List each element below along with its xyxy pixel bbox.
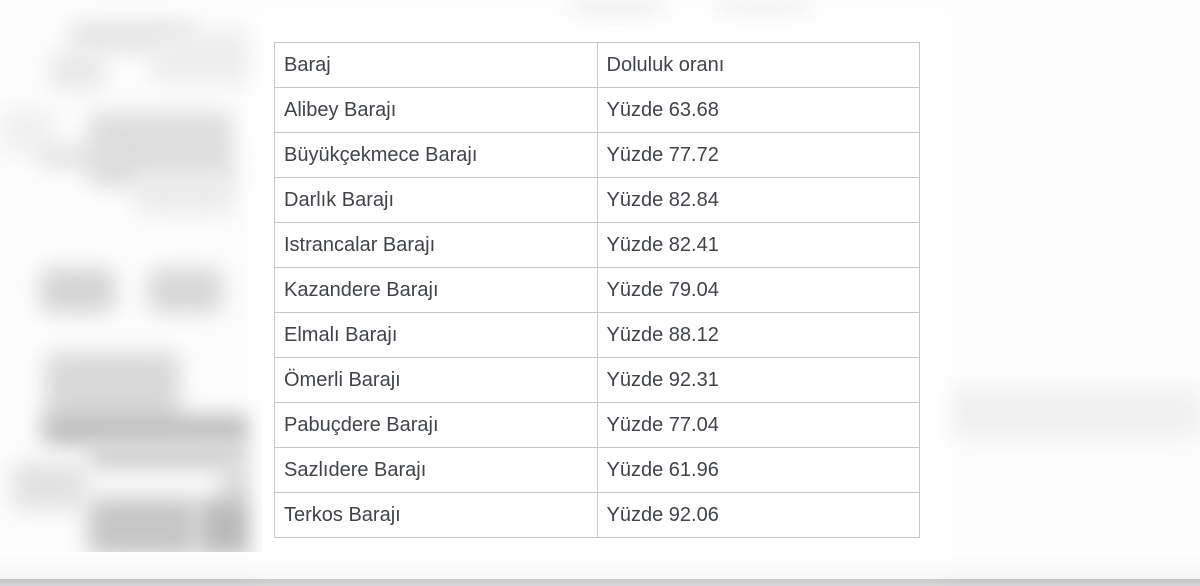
fill-rate-cell: Yüzde 77.72	[596, 132, 920, 178]
dam-name-cell: Darlık Barajı	[274, 177, 598, 223]
dam-fill-table: Baraj Doluluk oranı Alibey Barajı Yüzde …	[274, 42, 920, 538]
blurred-content-blob	[572, 4, 662, 30]
footer-strip-dark	[0, 579, 1200, 586]
column-header-doluluk: Doluluk oranı	[596, 42, 920, 88]
blurred-content-blob	[718, 4, 810, 28]
blurred-content-blob	[38, 148, 118, 166]
fill-rate-cell: Yüzde 88.12	[596, 312, 920, 358]
blurred-content-blob	[938, 388, 1200, 438]
blurred-content-blob	[12, 462, 87, 510]
fill-rate-cell: Yüzde 92.31	[596, 357, 920, 403]
header-row: Baraj Doluluk oranı	[274, 42, 920, 88]
blurred-content-blob	[50, 52, 105, 90]
blurred-content-blob	[0, 108, 55, 153]
blurred-content-blob	[40, 268, 115, 313]
fill-rate-cell: Yüzde 92.06	[596, 492, 920, 538]
fill-rate-cell: Yüzde 61.96	[596, 447, 920, 493]
table-row: Kazandere Barajı Yüzde 79.04	[274, 267, 920, 313]
table-row: Elmalı Barajı Yüzde 88.12	[274, 312, 920, 358]
dam-name-cell: Elmalı Barajı	[274, 312, 598, 358]
blurred-content-blob	[88, 498, 198, 556]
table-header: Baraj Doluluk oranı	[274, 42, 920, 88]
dam-name-cell: Pabuçdere Barajı	[274, 402, 598, 448]
fill-rate-cell: Yüzde 82.41	[596, 222, 920, 268]
table-row: Darlık Barajı Yüzde 82.84	[274, 177, 920, 223]
dam-name-cell: Büyükçekmece Barajı	[274, 132, 598, 178]
dam-name-cell: Terkos Barajı	[274, 492, 598, 538]
table-row: Pabuçdere Barajı Yüzde 77.04	[274, 402, 920, 448]
table-row: Sazlıdere Barajı Yüzde 61.96	[274, 447, 920, 493]
fill-rate-cell: Yüzde 79.04	[596, 267, 920, 313]
blurred-content-blob	[42, 415, 262, 445]
blurred-content-blob	[150, 30, 265, 85]
fill-rate-cell: Yüzde 77.04	[596, 402, 920, 448]
fill-rate-cell: Yüzde 82.84	[596, 177, 920, 223]
dam-name-cell: Alibey Barajı	[274, 87, 598, 133]
table-row: Terkos Barajı Yüzde 92.06	[274, 492, 920, 538]
footer-strip-light	[0, 552, 1200, 579]
dam-name-cell: Kazandere Barajı	[274, 267, 598, 313]
dam-name-cell: Istrancalar Barajı	[274, 222, 598, 268]
table-row: Istrancalar Barajı Yüzde 82.41	[274, 222, 920, 268]
fill-rate-cell: Yüzde 63.68	[596, 87, 920, 133]
dam-name-cell: Sazlıdere Barajı	[274, 447, 598, 493]
table-row: Ömerli Barajı Yüzde 92.31	[274, 357, 920, 403]
blurred-content-blob	[148, 268, 223, 313]
table-card: Baraj Doluluk oranı Alibey Barajı Yüzde …	[262, 26, 938, 554]
table-row: Alibey Barajı Yüzde 63.68	[274, 87, 920, 133]
blurred-content-blob	[135, 170, 235, 215]
dam-name-cell: Ömerli Barajı	[274, 357, 598, 403]
column-header-baraj: Baraj	[274, 42, 598, 88]
table-body: Alibey Barajı Yüzde 63.68 Büyükçekmece B…	[274, 87, 920, 538]
blurred-content-blob	[45, 352, 180, 427]
blurred-content-blob	[198, 498, 266, 556]
table-row: Büyükçekmece Barajı Yüzde 77.72	[274, 132, 920, 178]
